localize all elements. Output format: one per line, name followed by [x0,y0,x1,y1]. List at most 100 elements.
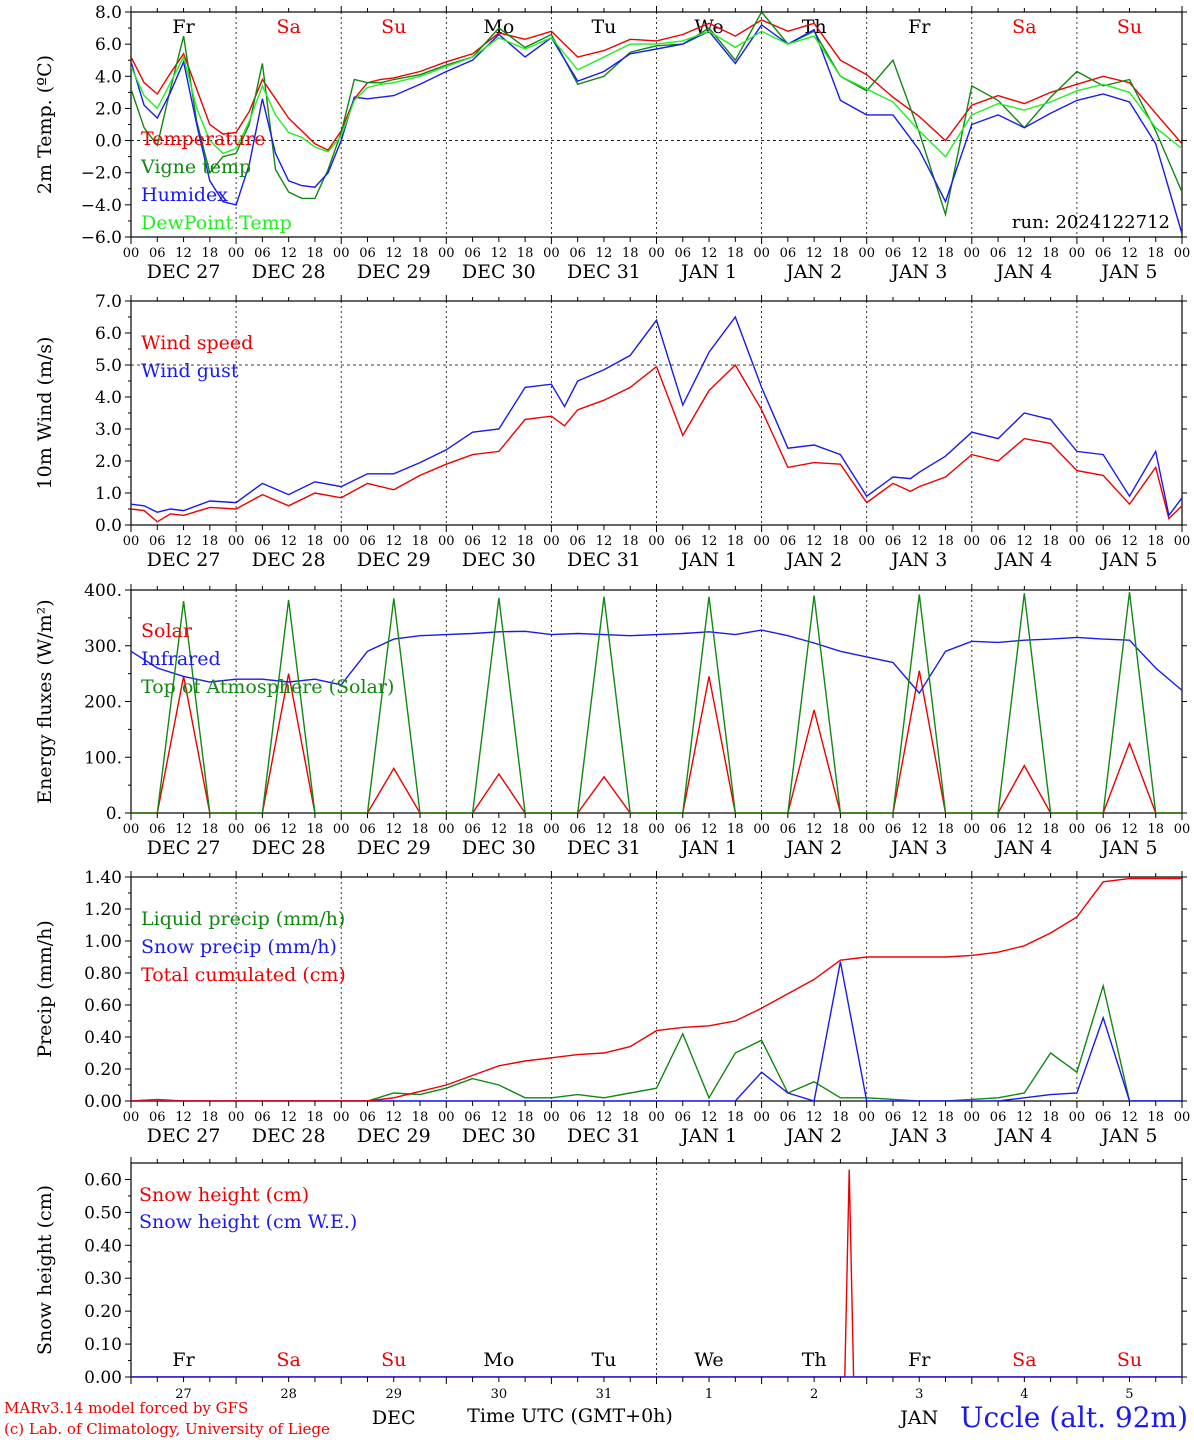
hour-tick-label: 00 [753,534,770,549]
hour-tick-label: 18 [1147,822,1164,837]
hour-tick-label: 18 [1042,1110,1059,1125]
date-label: DEC 29 [357,1125,431,1147]
weekday-label: Su [381,16,406,38]
weekday-label: Fr [172,16,195,38]
series-line-infrared [131,629,1182,695]
series-line-wind-gust [131,315,1182,518]
hour-tick-label: 12 [596,534,613,549]
hour-tick-label: 00 [333,1110,350,1125]
date-label: DEC 31 [567,1125,641,1147]
date-label: DEC 31 [567,837,641,859]
hour-tick-label: 18 [937,1110,954,1125]
y-tick-label: 0.00 [84,1368,122,1388]
y-tick-label: 0.60 [84,996,122,1016]
hour-tick-label: 00 [858,246,875,261]
date-label: DEC 27 [147,261,221,283]
hour-tick-label: 06 [464,1110,481,1125]
hour-tick-label: 18 [1147,246,1164,261]
hour-tick-label: 18 [622,246,639,261]
date-label: DEC 31 [567,549,641,571]
y-tick-label: 3.0 [95,420,122,440]
legend-entry: Wind speed [141,332,253,354]
y-tick-label: 100. [84,748,122,768]
hour-tick-label: 00 [1174,534,1191,549]
y-axis-label: Snow height (cm) [34,1185,56,1355]
hour-tick-label: 00 [333,534,350,549]
weekday-label: Sa [276,16,300,38]
date-label: DEC 30 [462,261,536,283]
hour-tick-label: 06 [149,822,166,837]
hour-tick-label: 18 [307,534,324,549]
date-label: JAN 1 [679,1125,737,1147]
hour-tick-label: 00 [1069,1110,1086,1125]
hour-tick-label: 12 [701,534,718,549]
hour-tick-label: 12 [911,246,928,261]
date-label: JAN 2 [784,837,842,859]
date-label: JAN 5 [1099,549,1157,571]
date-label: DEC 31 [567,261,641,283]
hour-tick-label: 18 [202,822,219,837]
hour-tick-label: 06 [780,822,797,837]
y-tick-label: −6.0 [81,228,122,248]
lab-credit: (c) Lab. of Climatology, University of L… [4,1420,330,1438]
panel-precip: 0.00 0.20 0.40 0.60 0.80 1.00 1.20 1.40 Precip (… [34,868,1190,1147]
date-label: JAN 3 [889,1125,947,1147]
hour-tick-label: 12 [175,1110,192,1125]
time-axis-label: Time UTC (GMT+0h) [467,1405,673,1427]
panel-snow: 0.00 0.10 0.20 0.30 0.40 0.50 0.60 Snow height … [34,1157,1187,1429]
day-number-label: 4 [1020,1387,1028,1402]
hour-tick-label: 12 [1121,534,1138,549]
hour-tick-label: 18 [1042,246,1059,261]
y-tick-label: 0.00 [84,1092,122,1112]
hour-tick-label: 12 [491,822,508,837]
weekday-label: We [694,1349,723,1371]
date-label: JAN 2 [784,549,842,571]
weekday-label: Fr [908,16,931,38]
date-label: JAN 1 [679,549,737,571]
y-tick-label: 200. [84,693,122,713]
hour-tick-label: 00 [228,534,245,549]
date-label: DEC 29 [357,837,431,859]
legend-entry: Vigne temp [140,156,251,178]
hour-tick-label: 18 [517,246,534,261]
station-title: Uccle (alt. 92m) [960,1401,1188,1434]
day-number-label: 31 [596,1387,613,1402]
hour-tick-label: 12 [385,246,402,261]
hour-tick-label: 18 [832,534,849,549]
hour-tick-label: 12 [701,246,718,261]
day-number-label: 27 [175,1387,192,1402]
y-tick-label: 1.00 [84,932,122,952]
hour-tick-label: 00 [753,246,770,261]
y-tick-label: 4.0 [95,388,122,408]
hour-tick-label: 12 [175,822,192,837]
hour-tick-label: 12 [175,246,192,261]
day-number-label: 29 [385,1387,402,1402]
y-tick-label: 0.10 [84,1335,122,1355]
hour-tick-label: 06 [569,1110,586,1125]
y-tick-label: 0.50 [84,1203,122,1223]
legend-entry: Top of Atmosphere (Solar) [141,676,394,698]
hour-tick-label: 18 [307,246,324,261]
panel-energy: 0. 100. 200. 300. 400. Energy fluxes (W/m²) 00… [34,581,1190,859]
y-tick-label: 300. [84,637,122,657]
legend-entry: Snow precip (mm/h) [141,936,337,958]
y-tick-label: 5.0 [95,356,122,376]
date-label: JAN 1 [679,261,737,283]
hour-tick-label: 00 [1174,1110,1191,1125]
date-label: DEC 27 [147,1125,221,1147]
hour-tick-label: 06 [359,246,376,261]
hour-tick-label: 12 [491,1110,508,1125]
hour-tick-label: 00 [438,246,455,261]
series-line-solar [131,670,1182,813]
hour-tick-label: 06 [359,1110,376,1125]
hour-tick-label: 18 [832,246,849,261]
hour-tick-label: 12 [280,246,297,261]
y-tick-label: 400. [84,581,122,601]
date-label: DEC 27 [147,837,221,859]
hour-tick-label: 12 [491,534,508,549]
hour-tick-label: 00 [228,822,245,837]
series-line-liquid-precip-mm-h [131,983,1182,1101]
hour-tick-label: 06 [780,246,797,261]
legend-entry: Wind gust [141,360,239,382]
hour-tick-label: 00 [1069,822,1086,837]
